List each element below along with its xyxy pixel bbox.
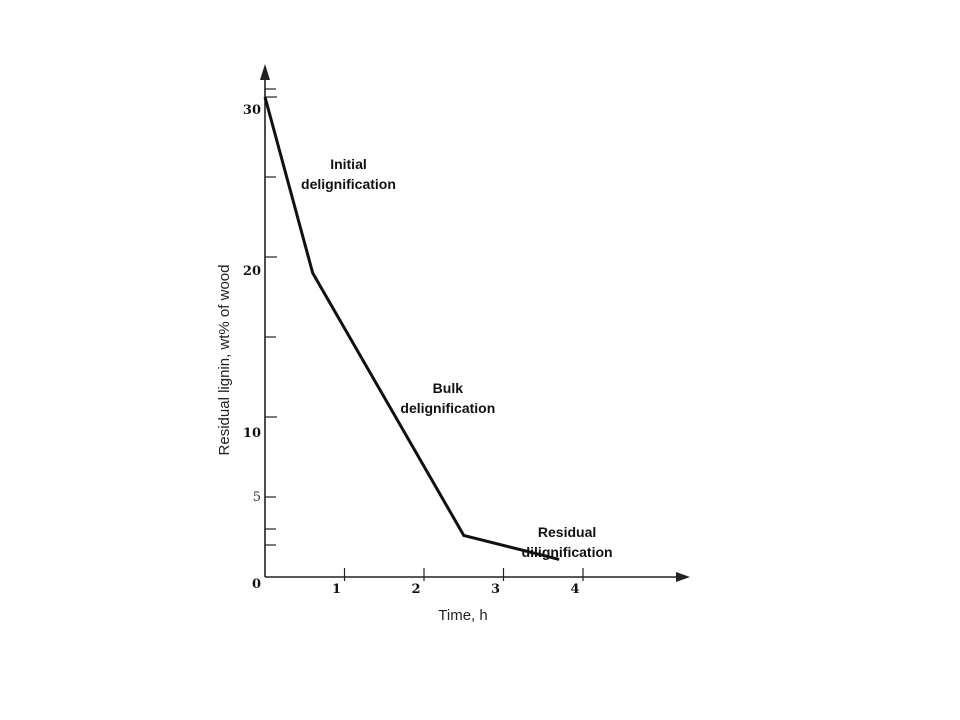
y-tick-label: 20 [243,264,261,279]
y-axis-arrowhead [260,64,270,80]
axis-tick-labels: 1 2 3 4 30 20 10 5 0 [243,103,580,597]
x-axis-title: Time, h [438,607,487,624]
series-lines [263,96,560,561]
y-tick-label: 10 [243,426,261,441]
x-tick-label: 1 [332,582,341,597]
plot-area: 1 2 3 4 30 20 10 5 0 Initial delignification Bulk d… [243,64,690,597]
phase-annotation: Bulk delignification [400,380,495,416]
y-tick-label: 5 [253,490,261,505]
axis-ticks [265,88,584,581]
series-line [263,96,560,561]
y-tick-label: 30 [243,103,261,118]
x-tick-label: 3 [491,582,500,597]
phase-annotations: Initial delignification Bulk delignificatio… [301,156,613,560]
x-tick-label: 4 [570,582,579,597]
x-tick-label: 2 [411,582,420,597]
y-tick-label: 0 [252,577,261,592]
phase-annotation: Residual dilignification [522,524,613,560]
phase-annotation: Initial delignification [301,156,396,192]
x-axis-arrowhead [676,572,690,582]
y-axis-title: Residual lignin, wt% of wood [216,265,233,456]
